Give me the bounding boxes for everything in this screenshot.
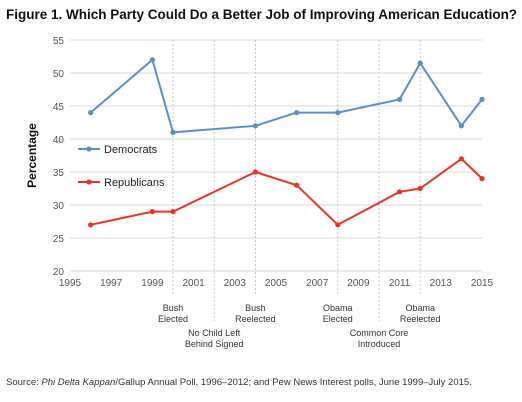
x-tick-label: 2015	[471, 278, 494, 289]
x-tick-label: 2007	[306, 278, 329, 289]
data-point-democrats	[335, 110, 341, 116]
y-tick-label: 20	[53, 267, 65, 278]
event-annotation: Elected	[323, 314, 353, 324]
event-annotation: Common Core	[350, 328, 409, 338]
series-line-republicans	[90, 157, 483, 226]
chart-title: Figure 1. Which Party Could Do a Better …	[6, 7, 518, 22]
data-point-democrats	[252, 123, 258, 129]
data-point-democrats	[479, 96, 485, 102]
event-annotation: Bush	[245, 303, 266, 313]
x-tick-label: 2005	[265, 278, 288, 289]
data-point-republicans	[252, 169, 258, 175]
x-tick-label: 2003	[224, 278, 247, 289]
data-point-republicans	[458, 156, 464, 162]
y-tick-label: 50	[53, 69, 65, 80]
event-annotation: No Child Left	[188, 328, 241, 338]
data-point-republicans	[294, 182, 300, 188]
x-tick-label: 1997	[100, 278, 123, 289]
x-tick-label: 1995	[59, 278, 82, 289]
x-tick-label: 2001	[182, 278, 205, 289]
event-annotation: Reelected	[400, 314, 441, 324]
line-chart: 20 25 30 35 40 45 50 55 1995 1997 1999 2001 2003 2005…	[25, 36, 494, 349]
legend-label: Democrats	[104, 144, 158, 156]
data-point-democrats	[88, 110, 94, 116]
x-tick-label: 2013	[430, 278, 453, 289]
data-point-democrats	[417, 60, 423, 66]
event-annotation: Behind Signed	[185, 339, 244, 349]
source-note: Source: Phi Delta Kappan/Gallup Annual P…	[6, 377, 472, 388]
data-point-republicans	[479, 176, 485, 182]
legend-swatch-marker	[86, 146, 92, 152]
event-annotation: Obama	[323, 303, 353, 313]
data-point-democrats	[149, 57, 155, 63]
event-annotation: Obama	[405, 303, 435, 313]
y-tick-label: 30	[53, 201, 65, 212]
event-annotation: Elected	[158, 314, 188, 324]
y-tick-label: 35	[53, 168, 65, 179]
x-tick-label: 2011	[389, 278, 411, 289]
source-prefix: Source:	[6, 377, 42, 388]
data-point-republicans	[417, 185, 423, 192]
y-tick-label: 25	[53, 234, 65, 245]
data-point-republicans	[88, 222, 94, 228]
data-point-democrats	[294, 110, 300, 116]
x-tick-label: 1999	[141, 278, 164, 289]
event-annotation: Introduced	[358, 339, 401, 349]
source-italic: Phi Delta Kappan	[41, 377, 116, 388]
event-annotation: Reelected	[235, 314, 276, 324]
x-tick-label: 2009	[347, 278, 370, 289]
data-point-republicans	[170, 209, 176, 215]
y-tick-label: 45	[53, 102, 65, 113]
data-point-democrats	[397, 96, 403, 102]
y-tick-label: 55	[53, 36, 65, 47]
y-tick-label: 40	[53, 135, 65, 146]
source-rest: /Gallup Annual Poll, 1996–2012; and Pew …	[115, 377, 472, 388]
data-point-democrats	[458, 123, 464, 129]
event-annotation: Bush	[163, 303, 184, 313]
data-point-republicans	[335, 222, 341, 228]
data-point-democrats	[170, 129, 176, 135]
legend-swatch-marker	[86, 179, 92, 185]
legend-label: Republicans	[104, 177, 165, 189]
series-line-democrats	[89, 58, 483, 134]
data-point-republicans	[149, 209, 155, 215]
y-axis-label: Percentage	[25, 123, 39, 188]
data-point-republicans	[397, 189, 403, 195]
